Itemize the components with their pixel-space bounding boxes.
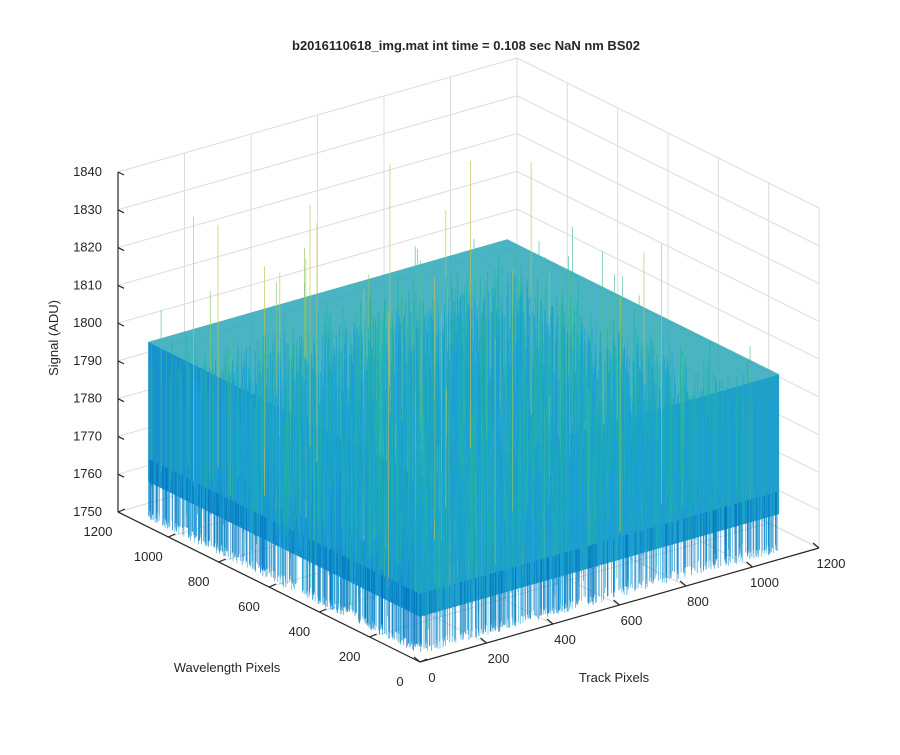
- x-tick-label: 400: [554, 632, 576, 647]
- z-tick: [117, 473, 125, 478]
- x-tick-label: 800: [687, 594, 709, 609]
- y-tick: [117, 508, 126, 513]
- y-tick-label: 0: [396, 674, 403, 689]
- x-tick: [812, 542, 820, 549]
- grid-line: [117, 170, 518, 286]
- grid-line: [117, 95, 518, 211]
- y-tick: [419, 658, 428, 663]
- z-tick-label: 1800: [73, 315, 102, 330]
- z-tick: [117, 398, 125, 403]
- x-tick: [613, 599, 620, 606]
- z-tick: [117, 247, 125, 252]
- z-tick-label: 1840: [73, 164, 102, 179]
- x-axis-label: Track Pixels: [579, 670, 650, 685]
- y-axis-label: Wavelength Pixels: [174, 660, 281, 675]
- x-tick-label: 1000: [750, 575, 779, 590]
- z-tick: [117, 171, 125, 176]
- x-tick: [413, 656, 421, 663]
- z-tick-label: 1810: [73, 277, 102, 292]
- grid-line: [516, 95, 820, 247]
- y-tick: [369, 633, 377, 638]
- axis-layer: 0 200 400 600 800 1000 1200 0 200 400 600 800 1000 12…: [73, 164, 845, 689]
- grid-line: [516, 170, 820, 322]
- x-tick: [679, 580, 687, 587]
- y-tick-label: 800: [188, 574, 210, 589]
- x-tick: [480, 637, 487, 644]
- y-tick: [319, 608, 327, 613]
- y-tick-label: 200: [339, 649, 361, 664]
- grid-line: [117, 133, 518, 249]
- z-tick-label: 1790: [73, 353, 102, 368]
- grid-line: [117, 208, 518, 324]
- y-tick: [218, 558, 226, 563]
- y-tick-label: 600: [238, 599, 260, 614]
- x-tick: [546, 618, 554, 625]
- z-tick-label: 1760: [73, 466, 102, 481]
- z-tick: [117, 360, 125, 365]
- x-tick-label: 600: [621, 613, 643, 628]
- z-tick: [117, 284, 125, 289]
- y-tick-label: 1000: [134, 549, 163, 564]
- z-tick: [117, 209, 125, 214]
- x-tick: [746, 561, 753, 568]
- chart-title: b2016110618_img.mat int time = 0.108 sec…: [292, 38, 640, 53]
- z-tick-label: 1780: [73, 391, 102, 406]
- grid-line: [117, 57, 518, 173]
- x-tick-label: 1200: [817, 556, 846, 571]
- grid-line: [516, 57, 820, 209]
- x-tick-label: 0: [428, 670, 435, 685]
- z-tick-label: 1820: [73, 240, 102, 255]
- z-tick-label: 1750: [73, 504, 102, 519]
- z-tick: [117, 322, 125, 327]
- y-tick: [268, 583, 277, 588]
- y-tick: [168, 533, 176, 538]
- y-tick-label: 1200: [84, 524, 113, 539]
- grid-line: [516, 133, 820, 285]
- z-tick-label: 1830: [73, 202, 102, 217]
- grid-line: [516, 208, 820, 360]
- surface-layer: [148, 160, 780, 652]
- y-tick-label: 400: [288, 624, 310, 639]
- z-tick: [117, 511, 125, 516]
- z-axis-label: Signal (ADU): [46, 300, 61, 376]
- x-tick-label: 200: [488, 651, 510, 666]
- z-tick-label: 1770: [73, 428, 102, 443]
- z-tick: [117, 435, 125, 440]
